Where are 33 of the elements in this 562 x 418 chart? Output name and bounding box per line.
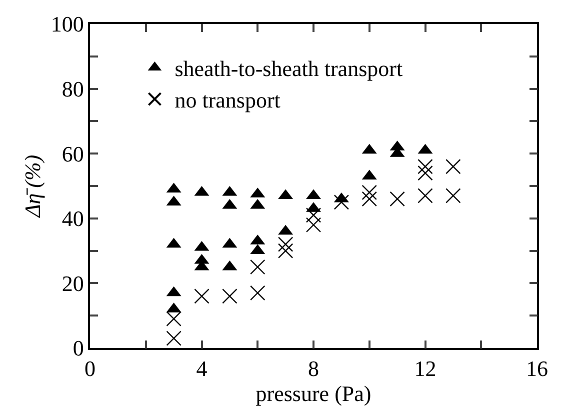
point (418, 188, 433, 204)
x-tick-label: 16 (526, 356, 548, 382)
y-tick-label: 80 (62, 76, 84, 102)
point (166, 311, 182, 326)
legend-label: no transport (174, 88, 280, 113)
point (250, 259, 266, 275)
point (446, 158, 461, 174)
point (390, 191, 405, 207)
y-tick-label: 20 (62, 270, 84, 296)
x-tick-label: 12 (414, 356, 436, 382)
point (362, 184, 377, 200)
point (362, 191, 377, 207)
point (418, 158, 433, 174)
point (418, 165, 433, 181)
point (194, 288, 210, 304)
point (306, 208, 322, 223)
point (278, 236, 294, 252)
point (166, 330, 182, 346)
y-tick-label: 40 (62, 206, 84, 232)
y-tick-label: 0 (72, 336, 84, 361)
y-axis-title: Δη̄ (%) (20, 154, 46, 218)
point (306, 217, 322, 232)
point (446, 188, 461, 204)
x-axis-title: pressure (Pa) (256, 381, 372, 406)
point (250, 285, 266, 301)
x-tick-label: 8 (308, 356, 319, 382)
legend-label: sheath-to-sheath transport (174, 56, 403, 82)
point (222, 288, 238, 304)
x-tick-label: 4 (196, 356, 208, 382)
y-tick-label: 60 (62, 141, 84, 166)
point (334, 194, 350, 210)
point (278, 243, 294, 258)
y-tick-label: 100 (50, 12, 84, 37)
